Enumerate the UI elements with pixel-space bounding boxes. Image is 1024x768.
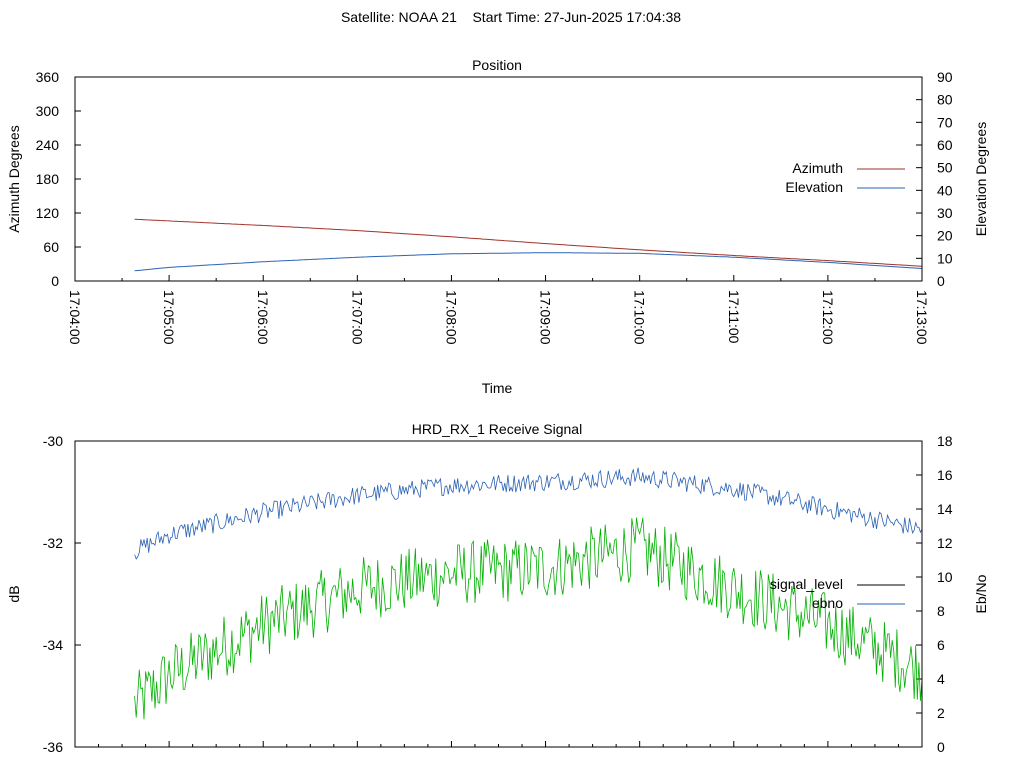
- ebno-tick-label-2: 4: [937, 671, 945, 687]
- elevation-tick-label-3: 30: [937, 205, 953, 221]
- ebno-tick-label-1: 2: [937, 705, 945, 721]
- azimuth-tick-label-6: 360: [36, 69, 60, 85]
- db-tick-label-1: -34: [43, 637, 63, 653]
- position-chart: Position 0 60 120 180 240 300 360 0 10 20 30 40 50 6…: [6, 57, 989, 396]
- db-tick-label-3: -30: [43, 433, 63, 449]
- azimuth-tick-label-3: 180: [36, 171, 60, 187]
- time-tick-labels: 17:04:00 17:05:00 17:06:00 17:07:00 17:08:00…: [67, 290, 930, 345]
- elevation-tick-labels: 0 10 20 30 40 50 60 70 80 90: [937, 69, 953, 289]
- ebno-tick-label-9: 18: [937, 433, 953, 449]
- time-tick-label-6: 17:10:00: [632, 290, 648, 345]
- db-tick-labels: -36 -34 -32 -30: [43, 433, 63, 755]
- azimuth-tick-label-2: 120: [36, 205, 60, 221]
- time-tick-label-1: 17:05:00: [161, 290, 177, 345]
- azimuth-axis-label: Azimuth Degrees: [6, 125, 22, 232]
- position-series-lines: [134, 218, 923, 272]
- ebno-tick-label-8: 16: [937, 467, 953, 483]
- position-plot-frame: [74, 76, 923, 282]
- elevation-axis-label: Elevation Degrees: [973, 122, 989, 236]
- azimuth-tick-label-5: 300: [36, 103, 60, 119]
- ebno-axis-label: Eb/No: [973, 574, 989, 613]
- signal-plot-frame: [74, 440, 923, 748]
- legend-azimuth-label: Azimuth: [792, 160, 843, 176]
- azimuth-tick-labels: 0 60 120 180 240 300 360: [36, 69, 60, 289]
- signal-chart: HRD_RX_1 Receive Signal -36 -34 -32 -30 0 2 4…: [6, 421, 989, 755]
- time-tick-label-9: 17:13:00: [914, 290, 930, 345]
- elevation-tick-label-6: 60: [937, 137, 953, 153]
- legend-ebno-label: ebno: [812, 595, 843, 611]
- time-tick-label-2: 17:06:00: [255, 290, 271, 345]
- db-tick-label-0: -36: [43, 739, 63, 755]
- ebno-tick-labels: 0 2 4 6 8 10 12 14 16 18: [937, 433, 953, 755]
- time-tick-label-4: 17:08:00: [443, 290, 459, 345]
- ebno-tick-label-5: 10: [937, 569, 953, 585]
- ebno-tick-label-6: 12: [937, 535, 953, 551]
- elevation-tick-label-2: 20: [937, 228, 953, 244]
- position-chart-title: Position: [472, 57, 522, 73]
- ebno-line: [134, 467, 923, 560]
- elevation-tick-label-0: 0: [937, 273, 945, 289]
- time-tick-label-8: 17:12:00: [820, 290, 836, 345]
- time-tick-label-0: 17:04:00: [67, 290, 83, 345]
- ebno-tick-label-0: 0: [937, 739, 945, 755]
- signal-legend: signal_level ebno: [770, 576, 905, 611]
- time-axis-label: Time: [482, 380, 513, 396]
- time-tick-label-7: 17:11:00: [726, 290, 742, 344]
- azimuth-tick-label-0: 0: [51, 273, 59, 289]
- ebno-tick-label-7: 14: [937, 501, 953, 517]
- azimuth-tick-label-1: 60: [43, 239, 59, 255]
- azimuth-tick-label-4: 240: [36, 137, 60, 153]
- figure-title: Satellite: NOAA 21 Start Time: 27-Jun-20…: [341, 9, 681, 25]
- azimuth-line: [134, 218, 923, 267]
- time-tick-label-5: 17:09:00: [538, 290, 554, 345]
- elevation-tick-label-7: 70: [937, 114, 953, 130]
- time-tick-label-3: 17:07:00: [349, 290, 365, 345]
- ebno-tick-label-4: 8: [937, 603, 945, 619]
- signal-level-line: [134, 517, 923, 720]
- elevation-tick-label-4: 40: [937, 182, 953, 198]
- ebno-tick-label-3: 6: [937, 637, 945, 653]
- elevation-line: [134, 252, 923, 272]
- signal-chart-title: HRD_RX_1 Receive Signal: [412, 421, 582, 437]
- db-axis-label: dB: [6, 585, 22, 602]
- elevation-tick-label-1: 10: [937, 250, 953, 266]
- db-tick-label-2: -32: [43, 535, 63, 551]
- signal-series-lines: [134, 467, 923, 720]
- elevation-tick-label-5: 50: [937, 160, 953, 176]
- legend-signal-level-label: signal_level: [770, 576, 843, 592]
- elevation-tick-label-9: 90: [937, 69, 953, 85]
- position-legend: Azimuth Elevation: [785, 160, 905, 195]
- legend-elevation-label: Elevation: [785, 179, 843, 195]
- elevation-tick-label-8: 80: [937, 92, 953, 108]
